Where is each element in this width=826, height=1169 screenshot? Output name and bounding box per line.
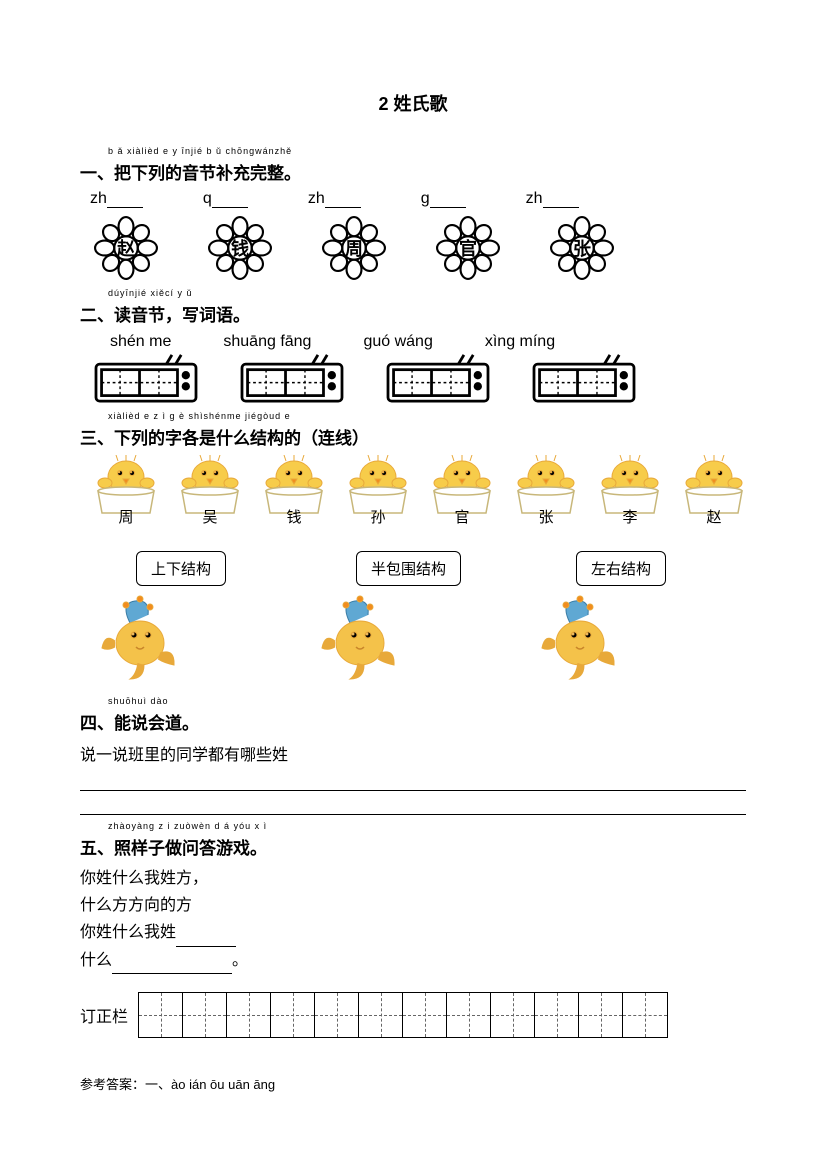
q2-ruby: dúyīnjié xiěcí y ǔ xyxy=(108,288,746,298)
q5-line: 你姓什么我姓方， xyxy=(80,865,746,892)
grid-cell xyxy=(227,993,271,1037)
tv-icon xyxy=(236,353,348,403)
grid-cell xyxy=(359,993,403,1037)
flower-icon: 赵 xyxy=(94,216,158,280)
grid-cell xyxy=(139,993,183,1037)
chick-item: 孙 xyxy=(342,455,414,527)
flower-char: 赵 xyxy=(117,235,135,261)
speech-bubble: 左右结构 xyxy=(576,551,666,586)
q1-prefix-row: zh q zh g zh xyxy=(90,190,746,208)
q5-line: 你姓什么我姓 xyxy=(80,919,746,946)
tv-icon xyxy=(90,353,202,403)
flower-char: 官 xyxy=(459,235,477,261)
q1-prefix: g xyxy=(421,190,466,208)
answer-key: 参考答案：一、ào ián ōu uān āng xyxy=(80,1074,746,1093)
grid-cell xyxy=(623,993,667,1037)
grid-cell xyxy=(579,993,623,1037)
correction-label: 订正栏 xyxy=(80,1003,128,1027)
flower-icon: 张 xyxy=(550,216,614,280)
flower-char: 张 xyxy=(573,235,591,261)
q4-heading: 四、能说会道。 xyxy=(80,714,746,734)
chick-item: 周 xyxy=(90,455,162,527)
chick-item: 钱 xyxy=(258,455,330,527)
q5-ruby: zhàoyàng z i zuòwèn d á yóu x ì xyxy=(108,821,746,831)
flower-char: 周 xyxy=(345,235,363,261)
grid-cell xyxy=(447,993,491,1037)
grid-cell xyxy=(271,993,315,1037)
q1-prefix: zh xyxy=(526,190,579,208)
q1-ruby: b ǎ xiàlièd e y īnjié b ǔ chōngwánzhě xyxy=(108,146,746,156)
correction-grid xyxy=(138,992,668,1038)
page-title: 2 姓氏歌 xyxy=(80,90,746,116)
grid-cell xyxy=(183,993,227,1037)
q2-pinyin: xìng míng xyxy=(485,333,555,351)
chick-item: 李 xyxy=(594,455,666,527)
grid-cell xyxy=(491,993,535,1037)
fish-icon xyxy=(320,593,400,683)
chick-item: 吴 xyxy=(174,455,246,527)
q2-heading: 二、读音节，写词语。 xyxy=(80,306,746,326)
flower-icon: 钱 xyxy=(208,216,272,280)
q1-prefix: zh xyxy=(308,190,361,208)
q1-prefix: zh xyxy=(90,190,143,208)
tv-icon xyxy=(382,353,494,403)
q2-tv-row xyxy=(90,353,746,403)
q4-ruby: shuōhuì dào xyxy=(108,696,746,706)
answer-line xyxy=(80,797,746,815)
fish-item: 左右结构 xyxy=(540,551,700,688)
q5-heading: 五、照样子做问答游戏。 xyxy=(80,839,746,859)
q5-lines: 你姓什么我姓方， 什么方方向的方 你姓什么我姓 什么。 xyxy=(80,865,746,974)
speech-bubble: 上下结构 xyxy=(136,551,226,586)
tv-icon xyxy=(528,353,640,403)
q1-flower-row: 赵 钱 周 官 张 xyxy=(94,216,746,280)
q4-body: 说一说班里的同学都有哪些姓 xyxy=(80,741,746,765)
q2-pinyin: guó wáng xyxy=(363,333,432,351)
q5-line: 什么方方向的方 xyxy=(80,892,746,919)
q3-fish-row: 上下结构 半包围结构 xyxy=(100,551,746,688)
chick-item: 官 xyxy=(426,455,498,527)
flower-char: 钱 xyxy=(231,235,249,261)
fish-icon xyxy=(540,593,620,683)
q1-heading: 一、把下列的音节补充完整。 xyxy=(80,164,746,184)
q5-line: 什么。 xyxy=(80,947,746,974)
flower-icon: 官 xyxy=(436,216,500,280)
fish-item: 半包围结构 xyxy=(320,551,480,688)
chick-item: 张 xyxy=(510,455,582,527)
q3-chick-row: 周 吴 xyxy=(90,455,746,527)
chick-item: 赵 xyxy=(678,455,750,527)
grid-cell xyxy=(315,993,359,1037)
grid-cell xyxy=(535,993,579,1037)
q2-pinyin: shuāng fāng xyxy=(223,333,311,351)
q3-heading: 三、下列的字各是什么结构的（连线） xyxy=(80,429,746,449)
fish-icon xyxy=(100,593,180,683)
answer-line xyxy=(80,773,746,791)
speech-bubble: 半包围结构 xyxy=(356,551,461,586)
q3-ruby: xiàlièd e z ì g è shìshénme jiégòud e xyxy=(108,411,746,421)
grid-cell xyxy=(403,993,447,1037)
q1-prefix: q xyxy=(203,190,248,208)
correction-row: 订正栏 xyxy=(80,992,746,1038)
q2-pinyin: shén me xyxy=(110,333,171,351)
q2-pinyin-row: shén me shuāng fāng guó wáng xìng míng xyxy=(110,333,746,351)
fish-item: 上下结构 xyxy=(100,551,260,688)
flower-icon: 周 xyxy=(322,216,386,280)
